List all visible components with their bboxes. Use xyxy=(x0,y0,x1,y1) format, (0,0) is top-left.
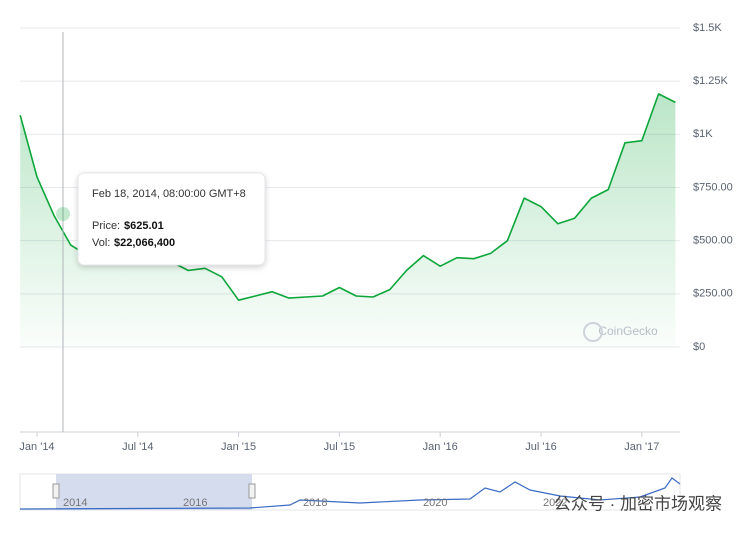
navigator-labels: 2014 2016 2018 2020 2022 xyxy=(63,497,567,509)
footer-watermark: 公众号 · 加密市场观察 xyxy=(554,494,722,513)
y-tick-label: $1K xyxy=(693,128,713,140)
tooltip-box xyxy=(77,172,266,266)
tooltip-vol-label: Vol: xyxy=(92,237,110,249)
tooltip-date: Feb 18, 2014, 08:00:00 GMT+8 xyxy=(92,188,246,200)
y-tick-label: $0 xyxy=(693,341,705,353)
hover-dot xyxy=(56,207,70,221)
navigator-label: 2014 xyxy=(63,497,87,509)
navigator-selection xyxy=(56,474,252,510)
x-tick-label: Jan '14 xyxy=(19,441,54,453)
watermark: CoinGecko xyxy=(598,324,658,338)
tooltip-vol: $22,066,400 xyxy=(114,237,175,249)
x-tick-label: Jul '15 xyxy=(324,441,355,453)
plot-area: $0 $250.00 $500.00 $750.00 $1K $1.25K $1.5K Jan… xyxy=(19,22,733,453)
navigator-label: 2020 xyxy=(423,497,447,509)
navigator-label: 2022 xyxy=(543,497,567,509)
navigator: 2014 2016 2018 2020 2022 xyxy=(19,473,681,511)
tooltip: Feb 18, 2014, 08:00:00 GMT+8 Price: $625… xyxy=(77,172,266,266)
y-tick-label: $1.5K xyxy=(693,22,722,34)
x-tick-label: Jul '16 xyxy=(525,441,556,453)
navigator-label: 2016 xyxy=(183,497,207,509)
x-tick-label: Jan '16 xyxy=(423,441,458,453)
y-tick-label: $750.00 xyxy=(693,181,733,193)
y-tick-label: $500.00 xyxy=(693,235,733,247)
y-tick-label: $250.00 xyxy=(693,288,733,300)
area xyxy=(20,93,676,348)
x-tick-label: Jan '17 xyxy=(624,441,659,453)
y-tick-label: $1.25K xyxy=(693,75,729,87)
tooltip-price-label: Price: xyxy=(92,220,120,232)
tooltip-price: $625.01 xyxy=(124,220,164,232)
x-tick-label: Jul '14 xyxy=(122,441,153,453)
x-tick-label: Jan '15 xyxy=(221,441,256,453)
watermark-logo xyxy=(583,322,603,342)
navigator-handle[interactable] xyxy=(248,483,256,499)
navigator-line xyxy=(19,477,681,510)
navigator-label: 2018 xyxy=(303,497,327,509)
navigator-handle[interactable] xyxy=(52,483,60,499)
